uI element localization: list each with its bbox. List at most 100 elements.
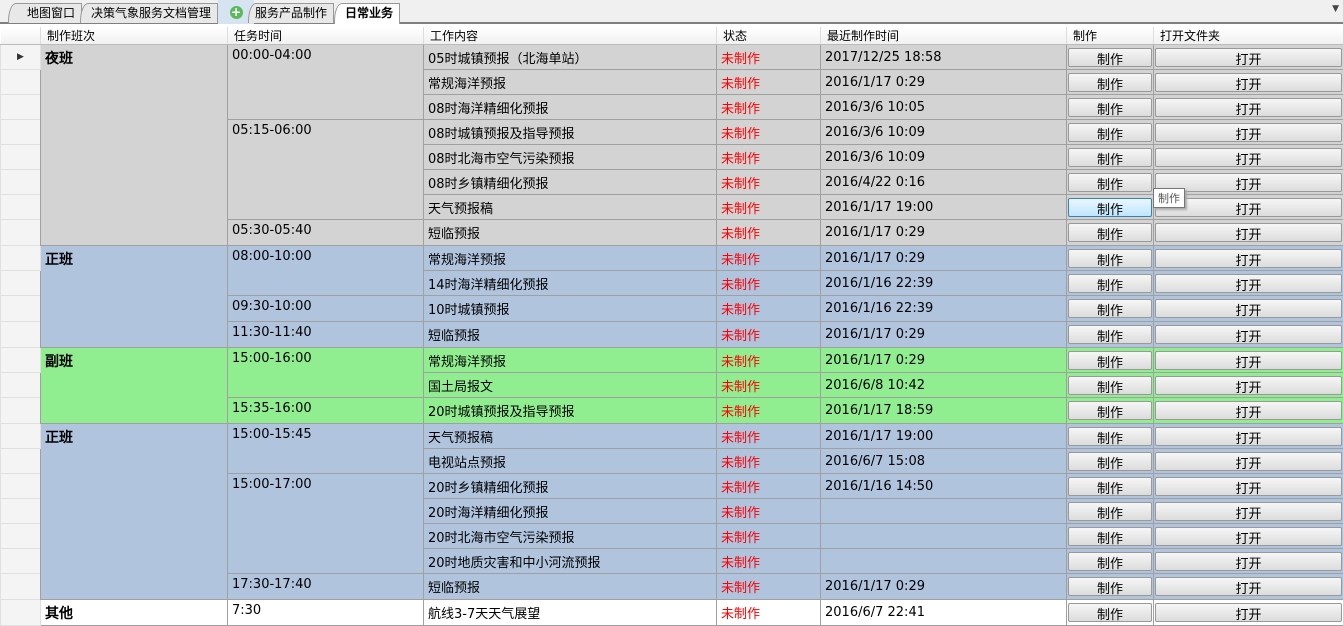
row-header[interactable] [1, 524, 41, 549]
row-header[interactable] [1, 348, 41, 373]
open-folder-button[interactable]: 打开 [1155, 603, 1342, 622]
make-button[interactable]: 制作 [1068, 552, 1152, 571]
make-button[interactable]: 制作 [1068, 223, 1152, 242]
row-header[interactable] [1, 549, 41, 574]
row-header[interactable] [1, 449, 41, 474]
open-folder-button[interactable]: 打开 [1155, 48, 1342, 67]
row-header[interactable] [1, 271, 41, 296]
column-header[interactable]: 最近制作时间 [821, 27, 1067, 45]
make-button[interactable]: 制作 [1068, 477, 1152, 496]
make-button[interactable]: 制作 [1068, 198, 1152, 217]
make-button[interactable]: 制作 [1068, 401, 1152, 420]
open-folder-button[interactable]: 打开 [1155, 527, 1342, 546]
row-header[interactable] [1, 574, 41, 600]
open-cell: 打开 [1154, 296, 1343, 322]
row-header[interactable] [1, 170, 41, 195]
make-button[interactable]: 制作 [1068, 249, 1152, 268]
row-header[interactable] [1, 120, 41, 145]
tab-map-window[interactable]: 地图窗口 [8, 3, 82, 23]
row-header[interactable]: ▶ [1, 45, 41, 70]
make-button[interactable]: 制作 [1068, 274, 1152, 293]
make-button[interactable]: 制作 [1068, 98, 1152, 117]
row-header[interactable] [1, 499, 41, 524]
open-folder-button[interactable]: 打开 [1155, 274, 1342, 293]
column-header[interactable]: 制作 [1067, 27, 1154, 45]
row-header[interactable] [1, 70, 41, 95]
tab-daily-work[interactable]: 日常业务 [334, 3, 400, 24]
open-folder-button[interactable]: 打开 [1155, 73, 1342, 92]
status-cell: 未制作 [717, 398, 821, 424]
open-folder-button[interactable]: 打开 [1155, 427, 1342, 446]
task-name-cell: 20时城镇预报及指导预报 [424, 398, 717, 424]
tab-decision-docs[interactable]: 决策气象服务文档管理 [80, 3, 218, 23]
task-name-cell: 短临预报 [424, 574, 717, 600]
open-folder-button[interactable]: 打开 [1155, 401, 1342, 420]
open-folder-button[interactable]: 打开 [1155, 502, 1342, 521]
make-button[interactable]: 制作 [1068, 427, 1152, 446]
row-header[interactable] [1, 145, 41, 170]
shift-cell: 正班 [41, 246, 228, 348]
open-folder-button[interactable]: 打开 [1155, 552, 1342, 571]
status-cell: 未制作 [717, 424, 821, 449]
row-header[interactable] [1, 398, 41, 424]
make-button[interactable]: 制作 [1068, 325, 1152, 344]
open-folder-button[interactable]: 打开 [1155, 223, 1342, 242]
make-button[interactable]: 制作 [1068, 148, 1152, 167]
column-header[interactable]: 制作班次 [41, 27, 228, 45]
make-button[interactable]: 制作 [1068, 299, 1152, 318]
row-header[interactable] [1, 296, 41, 322]
make-button[interactable]: 制作 [1068, 73, 1152, 92]
open-folder-button[interactable]: 打开 [1155, 477, 1342, 496]
make-button[interactable]: 制作 [1068, 577, 1152, 596]
column-header[interactable]: 任务时间 [228, 27, 424, 45]
open-folder-button[interactable]: 打开 [1155, 376, 1342, 395]
make-button[interactable]: 制作 [1068, 173, 1152, 192]
row-header[interactable] [1, 373, 41, 398]
make-button[interactable]: 制作 [1068, 502, 1152, 521]
row-header[interactable] [1, 322, 41, 348]
make-cell: 制作 [1067, 145, 1154, 170]
column-header[interactable]: 工作内容 [424, 27, 717, 45]
make-button[interactable]: 制作 [1068, 376, 1152, 395]
open-folder-button[interactable]: 打开 [1155, 325, 1342, 344]
make-cell: 制作 [1067, 296, 1154, 322]
make-button[interactable]: 制作 [1068, 48, 1152, 67]
make-cell: 制作 [1067, 549, 1154, 574]
last-made-cell: 2016/1/17 18:59 [821, 398, 1067, 424]
tab-dropdown-icon[interactable]: ▼ [1332, 4, 1339, 14]
column-header[interactable]: 状态 [717, 27, 821, 45]
row-header[interactable] [1, 195, 41, 220]
open-folder-button[interactable]: 打开 [1155, 577, 1342, 596]
row-header[interactable] [1, 424, 41, 449]
make-button[interactable]: 制作 [1068, 603, 1152, 622]
open-folder-button[interactable]: 打开 [1155, 299, 1342, 318]
row-header[interactable] [1, 474, 41, 499]
make-button[interactable]: 制作 [1068, 123, 1152, 142]
column-header[interactable]: 打开文件夹 [1154, 27, 1343, 45]
open-folder-button[interactable]: 打开 [1155, 123, 1342, 142]
shift-cell: 其他 [41, 600, 228, 626]
open-cell: 打开 [1154, 600, 1343, 626]
row-header[interactable] [1, 600, 41, 626]
row-header[interactable] [1, 220, 41, 246]
tab-service-products[interactable]: 服务产品制作 [248, 3, 334, 23]
row-header[interactable] [1, 95, 41, 120]
open-cell: 打开 [1154, 220, 1343, 246]
make-cell: 制作 [1067, 170, 1154, 195]
open-cell: 打开 [1154, 474, 1343, 499]
open-folder-button[interactable]: 打开 [1155, 249, 1342, 268]
make-button[interactable]: 制作 [1068, 351, 1152, 370]
shift-cell: 正班 [41, 424, 228, 600]
open-folder-button[interactable]: 打开 [1155, 351, 1342, 370]
make-button[interactable]: 制作 [1068, 527, 1152, 546]
open-folder-button[interactable]: 打开 [1155, 98, 1342, 117]
open-folder-button[interactable]: 打开 [1155, 452, 1342, 471]
make-button[interactable]: 制作 [1068, 452, 1152, 471]
row-header[interactable] [1, 246, 41, 271]
open-folder-button[interactable]: 打开 [1155, 148, 1342, 167]
